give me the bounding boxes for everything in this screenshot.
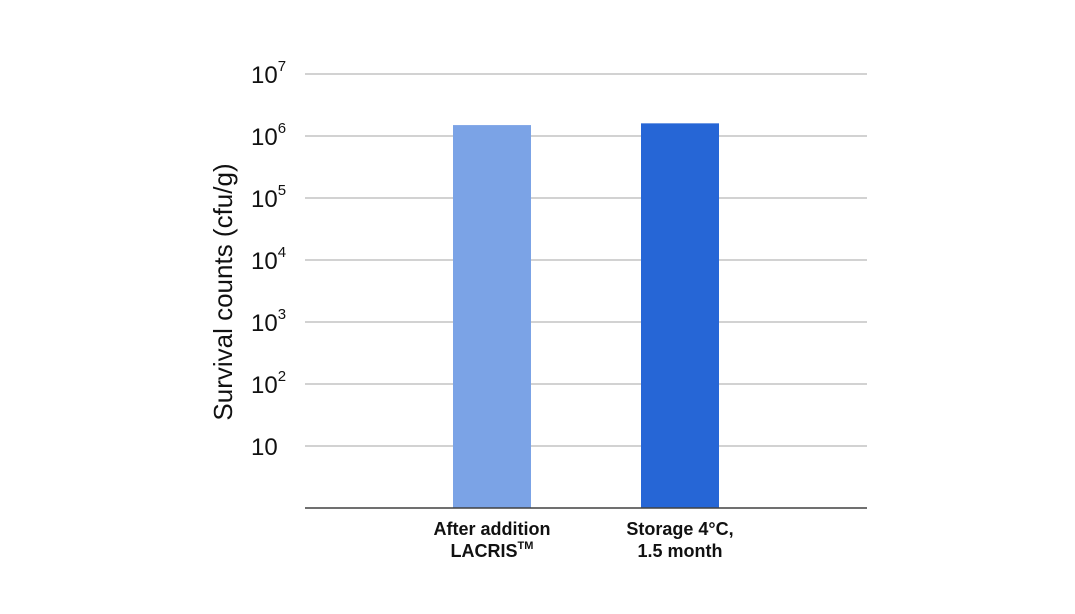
y-tick-label: 105: [251, 182, 286, 213]
gridlines: [305, 73, 867, 447]
x-tick-label: Storage 4°C,1.5 month: [626, 519, 733, 561]
bar: [641, 123, 719, 509]
x-tick-label-line2: LACRISTM: [451, 540, 534, 561]
y-axis-label: Survival counts (cfu/g): [208, 163, 238, 420]
y-tick-label: 10: [251, 434, 278, 461]
y-tick-label: 106: [251, 120, 286, 151]
y-tick-label: 104: [251, 244, 286, 275]
bars: [453, 123, 719, 509]
y-tick-label: 103: [251, 306, 286, 337]
y-tick-label: 102: [251, 368, 286, 399]
bar: [453, 125, 531, 509]
x-tick-label-line1: Storage 4°C,: [626, 519, 733, 539]
y-tick-label: 107: [251, 58, 286, 89]
x-tick-label-line2: 1.5 month: [637, 541, 722, 561]
x-tick-label-line1: After addition: [434, 519, 551, 539]
y-tick-labels: 107 106 105 104 103 102 10: [251, 58, 286, 461]
